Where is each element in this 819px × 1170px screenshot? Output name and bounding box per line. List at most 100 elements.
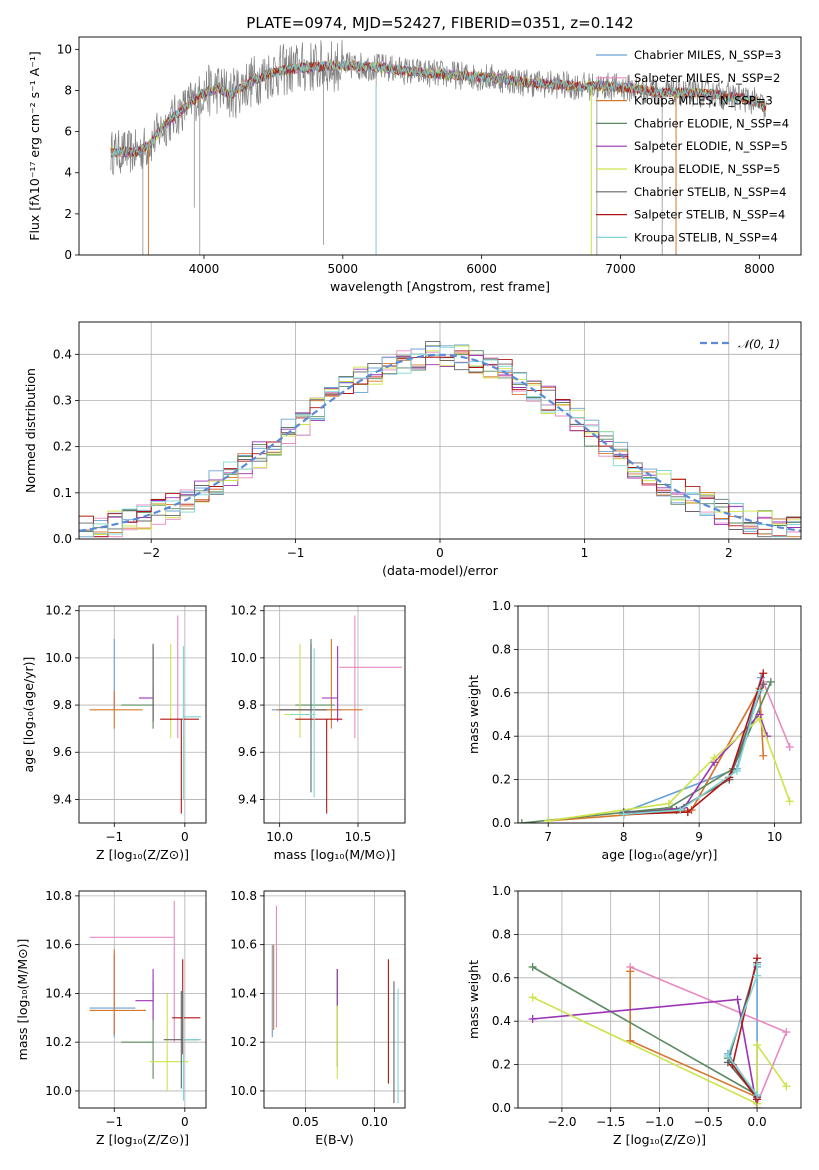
x-axis-label: Z [log₁₀(Z/Z⊙)] xyxy=(96,1132,189,1147)
age-vs-mass-panel: 10.0 10.5 9.4 9.6 9.8 10.0 10.2 mass [log₁₀(M/M… xyxy=(230,604,406,862)
axes-frame xyxy=(517,890,802,1109)
mass-vs-ebv-panel: 0.05 0.10 10.0 10.2 10.4 10.6 10.8 E(B-V) xyxy=(230,889,406,1147)
weight-marker-9 xyxy=(732,766,741,775)
y-tick-label: 0.2 xyxy=(492,1058,511,1072)
weight-marker-3 xyxy=(626,967,635,976)
y-tick-label: 10.8 xyxy=(45,889,72,903)
plot-area xyxy=(271,615,402,814)
x-tick-label: 9 xyxy=(695,830,703,844)
x-tick-label: 7000 xyxy=(605,262,636,276)
weight-marker-9 xyxy=(723,1051,732,1060)
x-tick-label: 2 xyxy=(725,546,733,560)
weight-marker-8 xyxy=(683,808,692,817)
y-tick-label: 10.6 xyxy=(230,938,257,952)
y-tick-label: 2 xyxy=(64,207,72,221)
y-tick-label: 10.0 xyxy=(230,651,257,665)
y-tick-label: 9.8 xyxy=(53,698,72,712)
axes-frame xyxy=(78,890,207,1109)
x-tick-label: −1 xyxy=(105,830,123,844)
y-axis-label: mass weight xyxy=(466,960,481,1039)
legend-label-normal: 𝒩(0, 1) xyxy=(738,337,780,351)
y-tick-label: 1.0 xyxy=(492,884,511,898)
weight-marker-9 xyxy=(753,1090,762,1099)
legend-label-4: Chabrier ELODIE, N_SSP=4 xyxy=(634,116,789,130)
legend-label-2: Salpeter MILES, N_SSP=2 xyxy=(634,71,780,85)
axes-frame xyxy=(263,605,406,824)
axes-frame xyxy=(517,605,802,824)
spectrum-panel: 4000 5000 6000 7000 8000 0 2 4 6 8 10 wavelength [A… xyxy=(27,14,802,294)
y-tick-label: 9.6 xyxy=(238,745,257,759)
plot-area xyxy=(528,954,791,1108)
axes-frame xyxy=(78,605,207,824)
y-tick-label: 0.4 xyxy=(492,1014,511,1028)
y-tick-label: 10.6 xyxy=(45,938,72,952)
y-tick-label: 10.0 xyxy=(45,651,72,665)
y-tick-label: 0.0 xyxy=(492,816,511,830)
x-tick-label: −0.5 xyxy=(694,1115,723,1129)
weight-marker-6 xyxy=(528,993,537,1002)
plot-area xyxy=(271,905,399,1104)
weight-marker-6 xyxy=(785,797,794,806)
y-tick-label: 0.4 xyxy=(53,347,72,361)
normal-curve xyxy=(79,353,801,532)
y-tick-label: 1.0 xyxy=(492,599,511,613)
weight-line-4 xyxy=(521,681,772,823)
weight-marker-6 xyxy=(544,816,553,823)
y-tick-label: 0.1 xyxy=(53,486,72,500)
mass-vs-metallicity-panel: −1 0 10.0 10.2 10.4 10.6 10.8 Z [log₁₀(Z/Z⊙)] ma… xyxy=(15,889,207,1147)
y-tick-label: 0 xyxy=(64,248,72,262)
plot-area xyxy=(79,340,801,539)
x-tick-label: 8000 xyxy=(744,262,775,276)
weight-line-3 xyxy=(548,685,765,822)
x-tick-label: 0 xyxy=(436,546,444,560)
y-tick-label: 0.3 xyxy=(53,393,72,407)
y-tick-label: 10.2 xyxy=(45,1035,72,1049)
weight-marker-4 xyxy=(528,962,537,971)
x-tick-label: 0.05 xyxy=(292,1115,319,1129)
weight-line-5 xyxy=(532,998,758,1108)
y-axis-label: Normed distribution xyxy=(23,368,38,493)
legend-label-5: Salpeter ELODIE, N_SSP=5 xyxy=(634,139,788,153)
y-tick-label: 6 xyxy=(64,125,72,139)
weight-marker-6 xyxy=(710,753,719,762)
y-tick-label: 10.4 xyxy=(230,986,257,1000)
y-tick-label: 0.6 xyxy=(492,686,511,700)
x-tick-label: 0 xyxy=(181,830,189,844)
x-tick-label: −1.0 xyxy=(645,1115,674,1129)
weight-line-4 xyxy=(532,966,758,1096)
y-tick-label: 4 xyxy=(64,166,72,180)
y-tick-label: 10 xyxy=(57,42,72,56)
weight-line-9 xyxy=(726,964,758,1096)
y-tick-label: 10.2 xyxy=(230,604,257,618)
weight-marker-8 xyxy=(759,669,768,678)
y-tick-label: 10.0 xyxy=(230,1084,257,1098)
x-tick-label: 10.5 xyxy=(345,830,372,844)
weight-line-6 xyxy=(532,996,788,1105)
legend-label-1: Chabrier MILES, N_SSP=3 xyxy=(634,48,781,62)
plot-area xyxy=(518,669,794,823)
x-tick-label: 0.10 xyxy=(361,1115,388,1129)
y-tick-label: 9.4 xyxy=(53,792,72,806)
residuals-panel: −2 −1 0 1 2 0.0 0.1 0.2 0.3 0.4 (data-model)/error… xyxy=(23,321,802,578)
x-tick-label: 10.0 xyxy=(266,830,293,844)
y-tick-label: 10.8 xyxy=(230,889,257,903)
x-axis-label: wavelength [Angstrom, rest frame] xyxy=(330,279,550,294)
x-tick-label: −2.0 xyxy=(547,1115,576,1129)
x-tick-label: 4000 xyxy=(189,262,220,276)
x-tick-label: 6000 xyxy=(466,262,497,276)
axes-frame xyxy=(78,321,802,540)
x-tick-label: −1.5 xyxy=(596,1115,625,1129)
weight-marker-9 xyxy=(676,805,685,814)
y-tick-label: 9.8 xyxy=(238,698,257,712)
model-spectrum-9 xyxy=(110,60,766,158)
x-tick-label: −1 xyxy=(105,1115,123,1129)
x-tick-label: 0 xyxy=(181,1115,189,1129)
x-axis-label: mass [log₁₀(M/M⊙)] xyxy=(274,847,396,862)
weight-line-8 xyxy=(623,673,765,816)
y-tick-label: 10.2 xyxy=(230,1035,257,1049)
y-tick-label: 0.8 xyxy=(492,927,511,941)
legend-label-7: Chabrier STELIB, N_SSP=4 xyxy=(634,185,786,199)
legend-label-3: Kroupa MILES, N_SSP=3 xyxy=(634,94,773,108)
weight-line-9 xyxy=(623,690,761,816)
y-tick-label: 0.2 xyxy=(492,773,511,787)
